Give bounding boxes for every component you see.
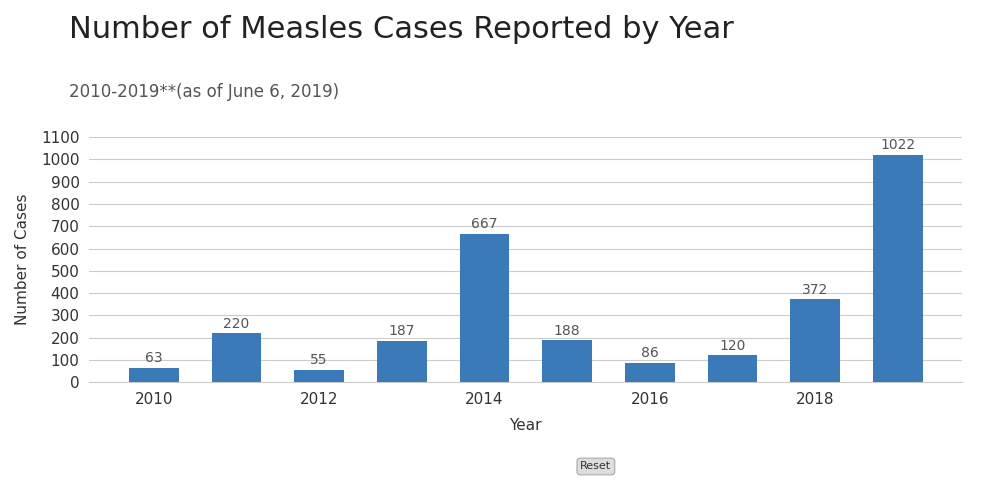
Bar bbox=[873, 154, 923, 382]
Text: 2010-2019**(as of June 6, 2019): 2010-2019**(as of June 6, 2019) bbox=[69, 83, 339, 101]
Bar bbox=[295, 370, 344, 382]
Bar bbox=[707, 355, 757, 382]
Text: 372: 372 bbox=[802, 283, 828, 296]
Text: Reset: Reset bbox=[580, 462, 611, 471]
Bar bbox=[625, 363, 675, 382]
Y-axis label: Number of Cases: Number of Cases bbox=[15, 194, 30, 325]
Bar bbox=[459, 234, 509, 382]
Text: 86: 86 bbox=[641, 346, 659, 360]
Bar bbox=[791, 299, 840, 382]
Text: 120: 120 bbox=[719, 339, 746, 353]
Bar bbox=[543, 341, 592, 382]
Text: 667: 667 bbox=[471, 217, 498, 231]
Text: 55: 55 bbox=[310, 353, 327, 368]
X-axis label: Year: Year bbox=[510, 418, 542, 433]
Text: 220: 220 bbox=[223, 317, 250, 331]
Bar bbox=[377, 341, 427, 382]
Bar bbox=[129, 368, 179, 382]
Text: 188: 188 bbox=[554, 324, 580, 338]
Bar bbox=[211, 333, 261, 382]
Text: 63: 63 bbox=[145, 351, 163, 366]
Text: 1022: 1022 bbox=[880, 138, 916, 152]
Text: 187: 187 bbox=[389, 324, 415, 338]
Text: Number of Measles Cases Reported by Year: Number of Measles Cases Reported by Year bbox=[69, 15, 734, 44]
